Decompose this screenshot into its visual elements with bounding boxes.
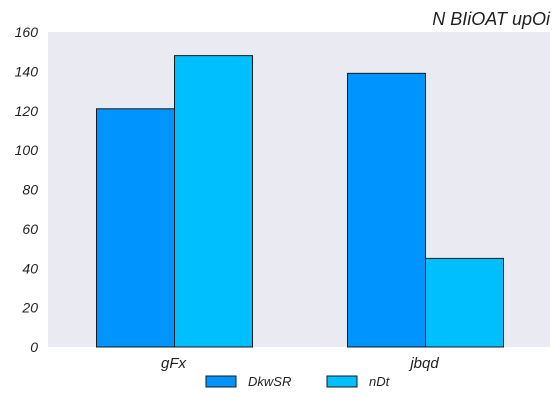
legend: DkwSR nDt bbox=[205, 374, 391, 389]
y-tick-label: 60 bbox=[22, 221, 38, 237]
legend-swatch-nDt bbox=[326, 375, 358, 388]
y-tick-label: 20 bbox=[21, 300, 38, 316]
y-tick-label: 160 bbox=[15, 24, 39, 40]
x-tick-label: jbqd bbox=[408, 355, 439, 372]
legend-label: DkwSR bbox=[248, 374, 291, 389]
y-tick-label: 120 bbox=[15, 103, 39, 119]
chart-title: N BIiOAT upOi bbox=[432, 9, 551, 29]
bar-DkwSR-gFx bbox=[96, 108, 175, 348]
y-tick-label: 80 bbox=[22, 182, 38, 198]
bar-DkwSR-jbqd bbox=[347, 72, 426, 348]
y-axis: 0 20 40 60 80 100 120 140 160 bbox=[15, 24, 39, 355]
bars bbox=[96, 55, 504, 348]
bar-nDt-jbqd bbox=[425, 257, 504, 348]
legend-label: nDt bbox=[369, 374, 391, 389]
y-tick-label: 0 bbox=[30, 339, 38, 355]
y-tick-label: 40 bbox=[22, 260, 38, 276]
x-axis: gFx jbqd bbox=[161, 355, 439, 372]
y-tick-label: 100 bbox=[15, 142, 39, 158]
legend-swatch-DkwSR bbox=[205, 375, 237, 388]
y-tick-label: 140 bbox=[15, 63, 39, 79]
bar-nDt-gFx bbox=[174, 55, 253, 348]
x-tick-label: gFx bbox=[161, 355, 187, 372]
